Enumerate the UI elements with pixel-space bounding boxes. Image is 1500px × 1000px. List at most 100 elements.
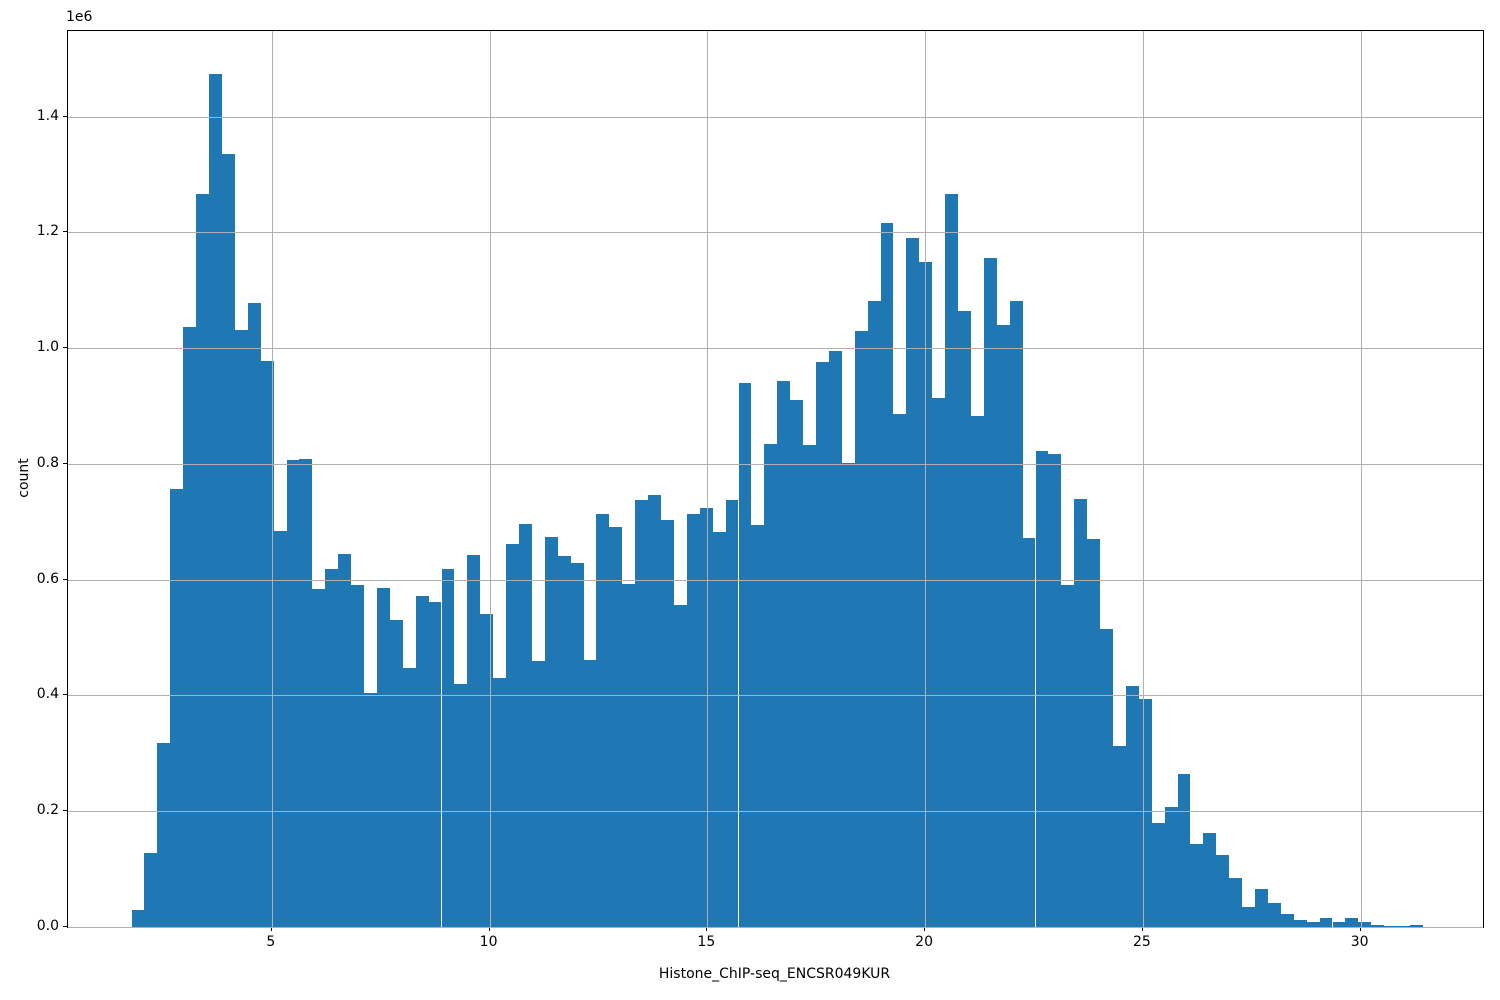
y-tick-mark (63, 115, 67, 117)
x-tick-label: 25 (1132, 934, 1151, 950)
histogram-bar (1293, 920, 1307, 927)
y-tick-label: 0.8 (36, 454, 59, 471)
histogram-bar (893, 414, 907, 927)
x-tick-mark (270, 927, 272, 931)
histogram-bar (299, 458, 313, 927)
x-tick-label: 20 (915, 934, 933, 950)
histogram-bar (570, 562, 584, 927)
y-tick-label: 0.2 (36, 802, 59, 819)
histogram-bar (828, 350, 842, 927)
histogram-bar (648, 495, 662, 927)
histogram-bar (506, 543, 519, 927)
histogram-bar (454, 684, 468, 927)
histogram-bar (1087, 538, 1101, 927)
histogram-bar (815, 361, 829, 927)
y-tick-mark (63, 926, 67, 927)
histogram-bar (1125, 686, 1139, 927)
histogram-bar (441, 569, 455, 927)
histogram-bar (958, 311, 971, 927)
histogram-bar (1371, 925, 1385, 927)
x-tick-label: 5 (266, 934, 276, 950)
histogram-bar (841, 462, 855, 927)
histogram-bar (531, 661, 545, 927)
y-gridline (68, 116, 1483, 118)
y-tick-label: 1.0 (36, 339, 59, 356)
histogram-bar (402, 667, 416, 927)
histogram-bar (1242, 906, 1256, 927)
histogram-bar (1151, 823, 1165, 927)
histogram-bar (1100, 628, 1113, 927)
histogram-bar (1267, 902, 1281, 927)
histogram-bar (635, 500, 649, 927)
x-tick-mark (488, 927, 490, 931)
y-tick-mark (63, 462, 67, 464)
y-tick-mark (63, 810, 67, 812)
histogram-bar (1306, 921, 1320, 927)
histogram-bar (686, 513, 700, 927)
y-tick-mark (63, 347, 67, 349)
histogram-bar (221, 154, 235, 927)
histogram-bar (273, 531, 287, 927)
histogram-bar (1203, 833, 1217, 927)
histogram-bar (1022, 537, 1036, 927)
x-tick-mark (706, 927, 708, 931)
histogram-bar (351, 584, 364, 927)
histogram-bar (777, 380, 791, 927)
histogram-bar (518, 523, 532, 927)
histogram-bar (622, 584, 636, 927)
histogram-bar (1345, 917, 1359, 927)
histogram-bar (1229, 877, 1243, 927)
x-gridline (1360, 31, 1362, 927)
histogram-bar (467, 554, 481, 927)
y-gridline (68, 579, 1483, 581)
histogram-bar (725, 500, 739, 927)
y-tick-label: 0.0 (36, 918, 59, 934)
histogram-bar (1061, 585, 1075, 927)
histogram-bar (880, 223, 894, 927)
histogram-bar (325, 568, 339, 927)
histogram-bar (260, 361, 274, 927)
histogram-bar (144, 853, 158, 927)
histogram-bar (1397, 926, 1410, 927)
y-gridline (68, 695, 1483, 697)
x-tick-label: 30 (1350, 934, 1369, 950)
histogram-bar (247, 302, 261, 927)
histogram-bar (544, 537, 558, 927)
x-tick-mark (1141, 927, 1143, 931)
x-tick-mark (1359, 927, 1361, 931)
histogram-bar (286, 459, 300, 927)
histogram-bar (183, 327, 197, 927)
histogram-bar (157, 742, 171, 927)
histogram-bar (1332, 921, 1346, 927)
histogram-bar (1035, 451, 1049, 927)
x-axis-label: Histone_ChIP-seq_ENCSR049KUR (658, 966, 891, 982)
y-gridline (68, 348, 1483, 350)
histogram-bar (1384, 926, 1398, 927)
y-gridline (68, 811, 1483, 813)
histogram-bar (376, 588, 390, 927)
histogram-bar (803, 445, 816, 927)
histogram-bar (1177, 774, 1191, 927)
histogram-bar (131, 909, 145, 927)
y-tick-label: 1.2 (36, 223, 59, 240)
histogram-bar (234, 330, 248, 927)
histogram-bar (209, 73, 222, 927)
plot-area (67, 30, 1484, 928)
x-tick-label: 10 (479, 934, 498, 950)
histogram-bar (480, 614, 494, 927)
y-tick-mark (63, 231, 67, 233)
histogram-bar (364, 692, 377, 927)
histogram-bar (751, 525, 765, 927)
histogram-bar (1048, 454, 1062, 927)
y-gridline (68, 232, 1483, 234)
histogram-bar (945, 194, 959, 927)
y-tick-label: 1.4 (36, 107, 59, 124)
histogram-bar (338, 553, 352, 927)
x-gridline (1142, 31, 1144, 927)
histogram-bar (557, 555, 571, 927)
histogram-bar (1009, 301, 1023, 927)
histogram-bar (428, 602, 442, 927)
histogram-bar (389, 619, 403, 927)
histogram-bar (583, 659, 597, 927)
x-gridline (489, 31, 491, 927)
